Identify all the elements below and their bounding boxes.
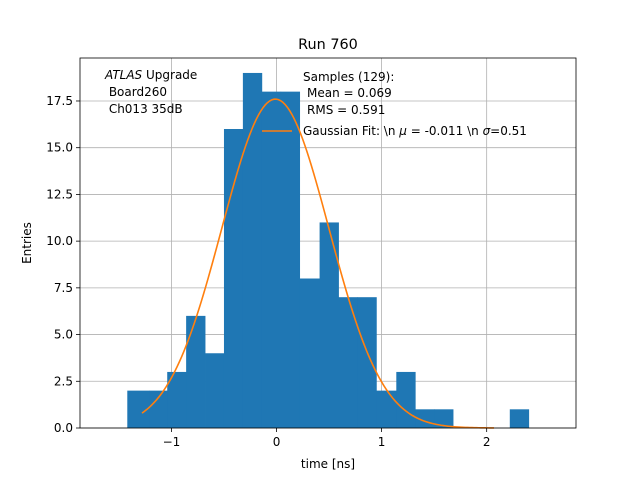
legend: Samples (129): Mean = 0.069 RMS = 0.591 … <box>262 70 527 138</box>
legend-fit-label: Gaussian Fit: \n μ = -0.011 \n σ=0.51 <box>303 124 527 138</box>
atlas-annotation: ATLAS Upgrade Board260 Ch013 35dB <box>104 68 197 116</box>
gaussian-fit <box>141 98 495 429</box>
annotation-line-1: ATLAS Upgrade <box>104 68 197 82</box>
histogram-bar <box>319 222 339 428</box>
annotation-atlas: ATLAS <box>104 68 143 82</box>
chart-title: Run 760 <box>298 37 358 53</box>
histogram-bars <box>127 72 530 429</box>
histogram-bar <box>434 409 454 428</box>
x-tick-label: −1 <box>163 435 181 449</box>
x-tick-label: 0 <box>273 435 281 449</box>
histogram-bar <box>223 129 244 428</box>
y-tick-label: 17.5 <box>46 94 73 108</box>
histogram-bar <box>186 315 206 428</box>
histogram-bar <box>376 390 397 428</box>
y-tick-label: 10.0 <box>46 234 73 248</box>
annotation-upgrade: Upgrade <box>142 68 197 82</box>
legend-hist-title: Samples (129): <box>303 70 394 84</box>
x-axis-label: time [ns] <box>301 457 355 471</box>
histogram-bar <box>149 390 168 428</box>
histogram-bar <box>242 72 263 428</box>
axis-ticks: −1 0 1 2 0.0 2.5 5.0 7.5 10.0 12.5 15.0 17.5 <box>46 94 490 449</box>
y-tick-label: 2.5 <box>54 374 73 388</box>
histogram-bar <box>127 390 150 428</box>
histogram-bar <box>357 297 377 428</box>
histogram-bar <box>509 409 530 428</box>
histogram-bar <box>261 91 282 429</box>
y-tick-label: 7.5 <box>54 281 73 295</box>
histogram-bar <box>338 297 358 428</box>
y-axis-label: Entries <box>20 222 34 264</box>
legend-fit-sigma-symbol: σ <box>483 124 491 138</box>
plot-frame <box>79 57 577 429</box>
legend-fit-mu-symbol: μ <box>398 124 407 138</box>
legend-fit-sigma-value: =0.51 <box>490 124 527 138</box>
y-tick-label: 0.0 <box>54 421 73 435</box>
annotation-line-3: Ch013 35dB <box>105 102 183 116</box>
y-tick-label: 12.5 <box>46 187 73 201</box>
legend-hist-rms: RMS = 0.591 <box>307 103 385 117</box>
histogram-bar <box>299 278 320 428</box>
gaussian-fit-curve <box>141 98 495 429</box>
histogram-bar <box>280 91 301 429</box>
x-tick-label: 2 <box>483 435 491 449</box>
legend-fit-label-start: Gaussian Fit: \n <box>303 124 399 138</box>
histogram-bar <box>205 353 225 428</box>
histogram-bar <box>167 371 187 428</box>
histogram-bar <box>396 371 416 428</box>
y-tick-label: 5.0 <box>54 328 73 342</box>
x-tick-label: 1 <box>378 435 386 449</box>
legend-fit-mu-value: = -0.011 \n <box>407 124 483 138</box>
y-tick-label: 15.0 <box>46 141 73 155</box>
legend-hist-mean: Mean = 0.069 <box>307 86 392 100</box>
annotation-line-2: Board260 <box>105 85 167 99</box>
